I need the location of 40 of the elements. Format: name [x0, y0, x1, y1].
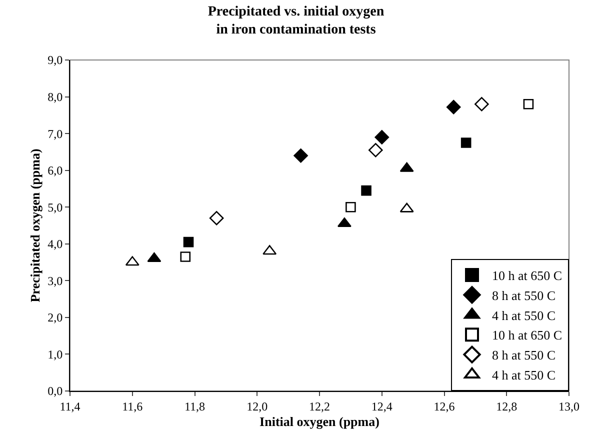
x-axis-title: Initial oxygen (ppma) — [260, 414, 380, 429]
chart-title: Precipitated vs. initial oxygen in iron contamination tests — [208, 4, 384, 38]
x-tick-label: 12,4 — [371, 399, 392, 414]
point — [460, 138, 472, 148]
y-tick-label: 6,0 — [48, 164, 63, 178]
x-tick-label: 11,6 — [122, 399, 143, 414]
legend-label: 4 h at 550 C — [492, 308, 556, 323]
point — [183, 236, 194, 248]
x-tick-label: 13,0 — [558, 399, 580, 414]
y-tick-label: 5,0 — [48, 200, 63, 214]
point — [180, 252, 191, 262]
y-tick-label: 9,0 — [48, 53, 63, 68]
y-tick-label: 2,0 — [48, 310, 63, 325]
y-tick-label: 1,0 — [48, 347, 63, 362]
x-tick-label: 11,4 — [60, 399, 80, 414]
y-axis-title: Precipitated oxygen (ppma) — [28, 148, 43, 302]
legend-label: 10 h at 650 C — [492, 328, 562, 343]
x-tick-label: 12,8 — [496, 399, 518, 414]
y-tick-label: 0,0 — [48, 384, 63, 398]
point — [361, 185, 372, 196]
x-tick-label: 12,2 — [309, 399, 330, 414]
point — [446, 100, 461, 114]
legend-label: 10 h at 650 C — [492, 268, 562, 284]
point — [368, 142, 383, 158]
y-tick-label: 4,0 — [48, 237, 63, 252]
y-tick-label: 8,0 — [48, 90, 63, 104]
point — [474, 96, 489, 112]
point — [374, 130, 390, 144]
x-tick-label: 11,8 — [184, 399, 206, 414]
legend-label: 4 h at 550 C — [492, 368, 556, 383]
x-tick-label: 12,0 — [246, 399, 268, 414]
legend-label: 8 h at 550 C — [492, 348, 556, 363]
x-tick-label: 12,6 — [434, 399, 455, 414]
legend-label: 8 h at 550 C — [492, 288, 556, 303]
y-tick-label: 7,0 — [48, 126, 63, 141]
y-tick-label: 3,0 — [48, 274, 63, 288]
point — [294, 148, 308, 163]
point — [209, 210, 224, 226]
point — [523, 98, 534, 110]
point — [346, 202, 356, 212]
